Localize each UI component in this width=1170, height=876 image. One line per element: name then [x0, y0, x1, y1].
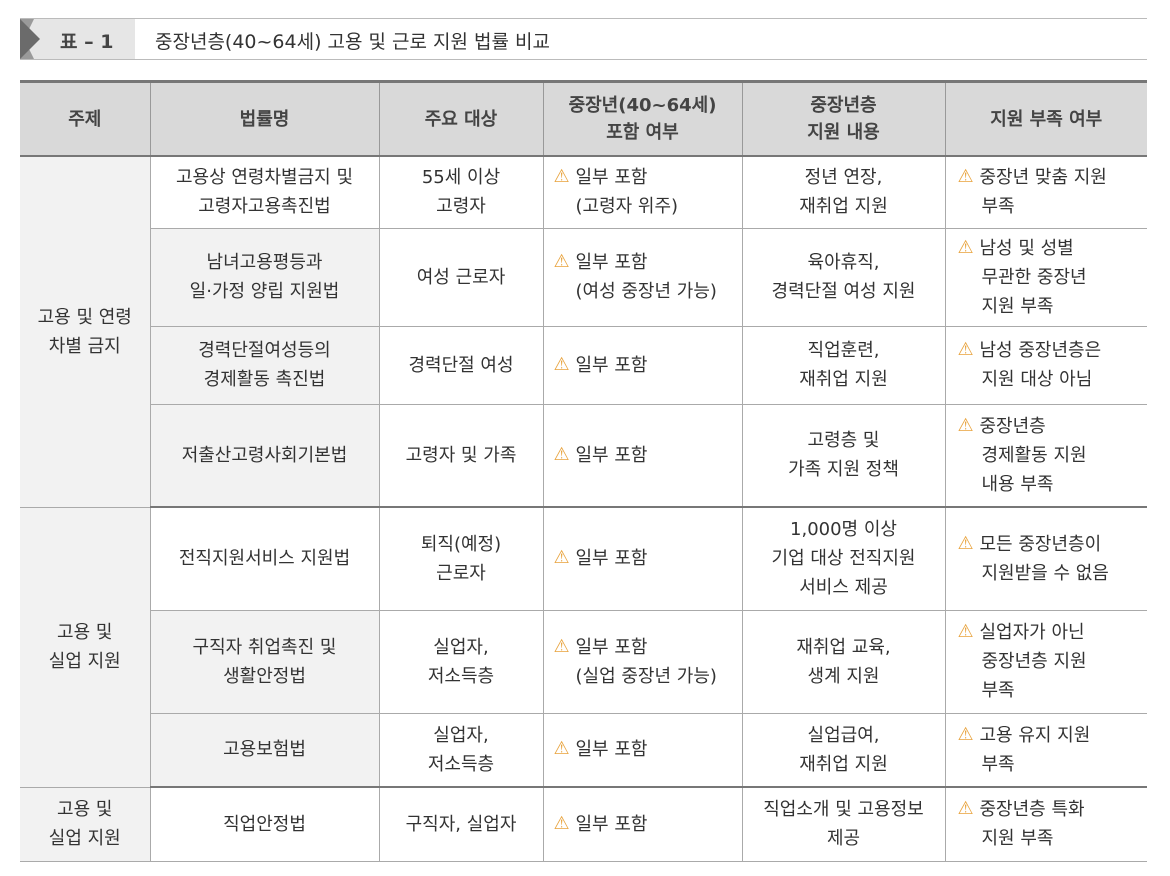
law-comparison-table: 주제 법률명 주요 대상 중장년(40~64세) 포함 여부 중장년층 지원 내용 지원 부족… [20, 80, 1147, 862]
law-cell: 직업안정법 [149, 786, 380, 862]
table-title: 중장년층(40~64세) 고용 및 근로 지원 법률 비교 [155, 31, 551, 53]
law-cell: 고용보험법 [150, 712, 380, 788]
column-header: 법률명 [149, 80, 380, 157]
law-cell: 남녀고용평등과 일·가정 양립 지원법 [150, 227, 380, 327]
support-cell: 실업급여, 재취업 지원 [741, 712, 946, 788]
law-cell: 구직자 취업촉진 및 생활안정법 [150, 609, 380, 714]
gap-cell: 남성 및 성별 무관한 중장년 지원 부족 [944, 227, 1147, 327]
target-cell: 55세 이상 고령자 [378, 155, 544, 229]
inclusion-cell: 일부 포함 [542, 506, 743, 611]
topic-cell: 고용 및 실업 지원 [20, 506, 151, 788]
law-cell: 고용상 연령차별금지 및 고령자고용촉진법 [149, 155, 380, 229]
law-cell: 경력단절여성등의 경제활동 촉진법 [150, 325, 380, 405]
support-cell: 정년 연장, 재취업 지원 [741, 155, 946, 229]
column-header: 중장년층 지원 내용 [741, 80, 946, 157]
table-row: 구직자 취업촉진 및 생활안정법 실업자, 저소득층 일부 포함 (실업 중장년 가능) 재… [20, 609, 1147, 714]
table-row: 저출산고령사회기본법 고령자 및 가족 일부 포함 고령층 및 가족 지원 정책 중장년층… [20, 403, 1147, 508]
support-cell: 재취업 교육, 생계 지원 [741, 609, 946, 714]
gap-cell: 남성 중장년층은 지원 대상 아님 [944, 325, 1147, 405]
support-cell: 직업훈련, 재취업 지원 [741, 325, 946, 405]
law-cell: 저출산고령사회기본법 [150, 403, 380, 508]
table-number: 표 – 1 [60, 31, 114, 53]
topic-cell: 고용 및 연령 차별 금지 [20, 155, 151, 508]
support-cell: 직업소개 및 고용정보 제공 [741, 786, 946, 862]
table-row: 경력단절여성등의 경제활동 촉진법 경력단절 여성 일부 포함 직업훈련, 재취업 지원 남… [20, 325, 1147, 405]
column-header: 주제 [20, 80, 151, 157]
gap-cell: 중장년 맞춤 지원 부족 [944, 155, 1147, 229]
gap-cell: 실업자가 아닌 중장년층 지원 부족 [944, 609, 1147, 714]
gap-cell: 모든 중장년층이 지원받을 수 없음 [944, 506, 1147, 611]
inclusion-cell: 일부 포함 [542, 325, 743, 405]
target-cell: 퇴직(예정) 근로자 [378, 506, 544, 611]
header-row: 주제 법률명 주요 대상 중장년(40~64세) 포함 여부 중장년층 지원 내용 지원 부족… [20, 80, 1147, 157]
target-cell: 구직자, 실업자 [378, 786, 544, 862]
inclusion-cell: 일부 포함 (실업 중장년 가능) [542, 609, 743, 714]
inclusion-cell: 일부 포함 (여성 중장년 가능) [542, 227, 743, 327]
support-cell: 고령층 및 가족 지원 정책 [741, 403, 946, 508]
column-header: 중장년(40~64세) 포함 여부 [542, 80, 743, 157]
target-cell: 실업자, 저소득층 [378, 609, 544, 714]
inclusion-cell: 일부 포함 [542, 786, 743, 862]
table-row: 고용 및 실업 지원 직업안정법 구직자, 실업자 일부 포함 직업소개 및 고용정보 제공… [20, 786, 1147, 862]
table-row: 남녀고용평등과 일·가정 양립 지원법 여성 근로자 일부 포함 (여성 중장년 가능)… [20, 227, 1147, 327]
gap-cell: 고용 유지 지원 부족 [944, 712, 1147, 788]
law-cell: 전직지원서비스 지원법 [149, 506, 380, 611]
gap-cell: 중장년층 경제활동 지원 내용 부족 [944, 403, 1147, 508]
inclusion-cell: 일부 포함 [542, 712, 743, 788]
target-cell: 실업자, 저소득층 [378, 712, 544, 788]
table-row: 고용 및 연령 차별 금지 고용상 연령차별금지 및 고령자고용촉진법 55세 이상 고령… [20, 155, 1147, 508]
gap-cell: 중장년층 특화 지원 부족 [944, 786, 1147, 862]
column-header: 지원 부족 여부 [944, 80, 1147, 157]
chevron-decoration-icon [20, 19, 40, 59]
table-row: 고용 및 실업 지원 전직지원서비스 지원법 퇴직(예정) 근로자 일부 포함 1,000명… [20, 506, 1147, 788]
support-cell: 육아휴직, 경력단절 여성 지원 [741, 227, 946, 327]
table-title-bar: 표 – 1 중장년층(40~64세) 고용 및 근로 지원 법률 비교 [20, 18, 1147, 60]
target-cell: 고령자 및 가족 [378, 403, 544, 508]
support-cell: 1,000명 이상 기업 대상 전직지원 서비스 제공 [741, 506, 946, 611]
target-cell: 경력단절 여성 [378, 325, 544, 405]
inclusion-cell: 일부 포함 (고령자 위주) [542, 155, 743, 229]
column-header: 주요 대상 [378, 80, 544, 157]
inclusion-cell: 일부 포함 [542, 403, 743, 508]
table-row: 고용보험법 실업자, 저소득층 일부 포함 실업급여, 재취업 지원 고용 유지 지원 부족 [20, 712, 1147, 788]
topic-cell: 고용 및 실업 지원 [20, 786, 151, 862]
target-cell: 여성 근로자 [378, 227, 544, 327]
